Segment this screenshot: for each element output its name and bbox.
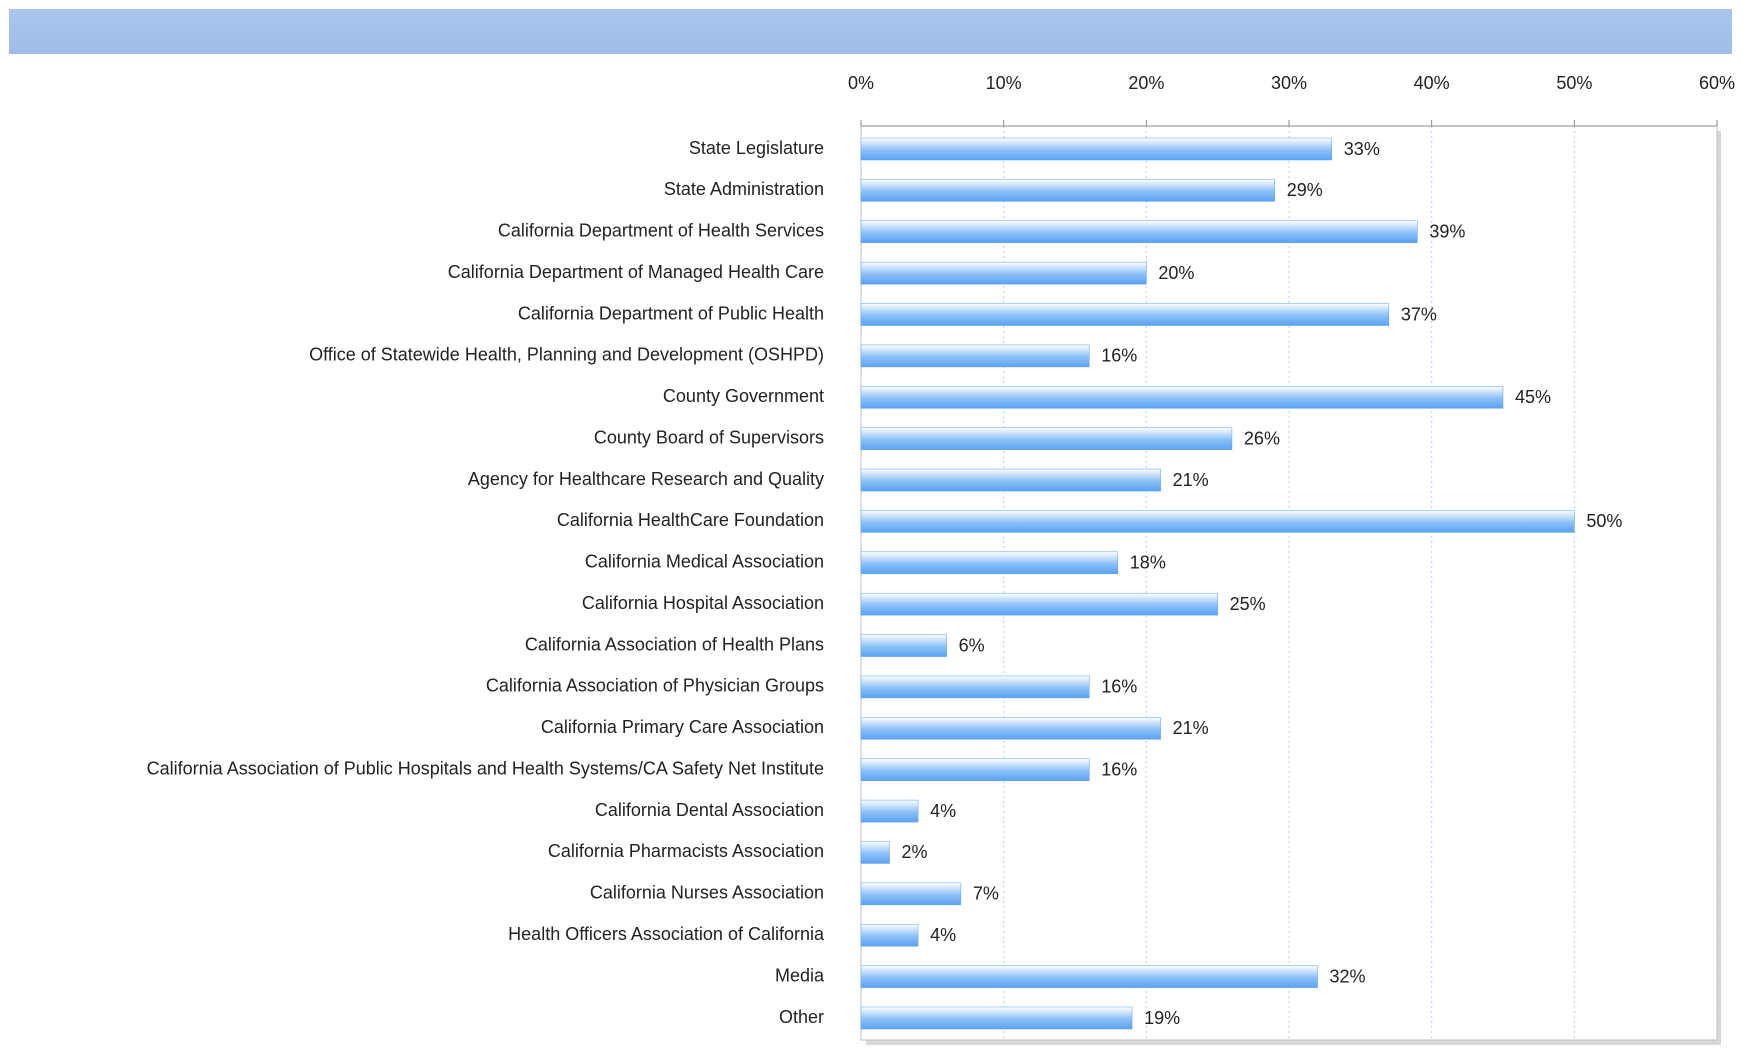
y-tick-label: Health Officers Association of Californi… xyxy=(508,924,825,944)
y-tick-label: Agency for Healthcare Research and Quali… xyxy=(468,469,824,489)
data-label: 21% xyxy=(1173,470,1209,490)
bar xyxy=(860,841,890,864)
data-label: 50% xyxy=(1586,511,1622,531)
bar xyxy=(860,675,1090,699)
y-tick-label: California Dental Association xyxy=(595,800,824,820)
y-tick-label: California HealthCare Foundation xyxy=(557,510,824,530)
data-label: 32% xyxy=(1330,966,1366,986)
x-tick-label: 50% xyxy=(1556,73,1592,93)
data-label: 4% xyxy=(930,801,956,821)
bar xyxy=(860,965,1318,988)
y-tick-label: State Administration xyxy=(664,179,824,199)
y-tick-label: California Department of Managed Health … xyxy=(448,262,824,282)
bar xyxy=(860,717,1161,740)
data-label: 20% xyxy=(1158,263,1194,283)
bar xyxy=(860,344,1090,368)
bar xyxy=(860,592,1218,616)
bar xyxy=(860,386,1504,409)
data-label: 45% xyxy=(1515,387,1551,407)
data-label: 18% xyxy=(1130,553,1166,573)
x-tick-label: 10% xyxy=(986,73,1022,93)
bar xyxy=(860,220,1418,244)
data-label: 25% xyxy=(1230,594,1266,614)
data-label: 26% xyxy=(1244,428,1280,448)
bar xyxy=(860,510,1575,533)
y-tick-label: California Association of Physician Grou… xyxy=(486,676,824,696)
y-tick-label: California Department of Public Health xyxy=(518,303,824,323)
data-label: 4% xyxy=(930,925,956,945)
y-tick-label: California Nurses Association xyxy=(590,883,824,903)
x-tick-label: 20% xyxy=(1128,73,1164,93)
bar xyxy=(860,634,947,657)
data-label: 33% xyxy=(1344,139,1380,159)
y-tick-label: California Medical Association xyxy=(585,552,824,572)
y-tick-label: California Primary Care Association xyxy=(541,717,824,737)
x-tick-label: 0% xyxy=(848,73,874,93)
data-label: 29% xyxy=(1287,180,1323,200)
data-label: 16% xyxy=(1101,346,1137,366)
data-label: 16% xyxy=(1101,759,1137,779)
bar xyxy=(860,1006,1133,1030)
y-tick-label: County Government xyxy=(663,386,824,406)
bar xyxy=(860,758,1090,781)
data-label: 39% xyxy=(1429,222,1465,242)
header-band xyxy=(9,9,1732,54)
data-label: 37% xyxy=(1401,304,1437,324)
data-label: 2% xyxy=(902,842,928,862)
bar xyxy=(860,923,919,947)
bar xyxy=(860,551,1119,575)
bar xyxy=(860,261,1147,285)
y-tick-label: Media xyxy=(775,965,825,985)
bar xyxy=(860,799,919,823)
y-tick-label: California Association of Health Plans xyxy=(525,634,824,654)
bar xyxy=(860,882,962,906)
data-label: 19% xyxy=(1144,1008,1180,1028)
x-tick-label: 30% xyxy=(1271,73,1307,93)
bar xyxy=(860,303,1390,326)
data-label: 21% xyxy=(1173,718,1209,738)
y-tick-label: California Department of Health Services xyxy=(498,221,824,241)
y-tick-label: State Legislature xyxy=(689,138,824,158)
data-label: 6% xyxy=(959,635,985,655)
data-label: 7% xyxy=(973,884,999,904)
y-tick-label: California Hospital Association xyxy=(582,593,824,613)
y-tick-label: California Pharmacists Association xyxy=(548,841,824,861)
y-tick-label: Office of Statewide Health, Planning and… xyxy=(309,345,824,365)
y-tick-label: Other xyxy=(779,1007,824,1027)
bar xyxy=(860,468,1161,492)
y-tick-label: California Association of Public Hospita… xyxy=(147,758,824,778)
bar xyxy=(860,137,1333,161)
bar xyxy=(860,427,1233,450)
y-tick-label: County Board of Supervisors xyxy=(594,427,824,447)
x-tick-label: 40% xyxy=(1414,73,1450,93)
data-label: 16% xyxy=(1101,677,1137,697)
x-tick-label: 60% xyxy=(1699,73,1735,93)
bar xyxy=(860,179,1275,202)
